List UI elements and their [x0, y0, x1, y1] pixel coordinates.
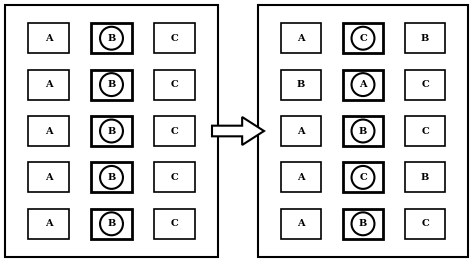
Text: A: A — [297, 34, 305, 43]
Bar — [343, 69, 383, 100]
Bar — [343, 209, 383, 239]
Text: A: A — [359, 80, 367, 89]
Bar — [91, 23, 132, 53]
Text: B: B — [359, 219, 367, 228]
Text: A: A — [44, 127, 53, 135]
Circle shape — [100, 120, 123, 143]
Bar — [281, 162, 321, 193]
Text: A: A — [297, 219, 305, 228]
Text: B: B — [297, 80, 305, 89]
Bar — [28, 69, 69, 100]
Circle shape — [100, 166, 123, 189]
Text: B: B — [107, 34, 115, 43]
Text: B: B — [107, 80, 115, 89]
Text: C: C — [171, 173, 178, 182]
Bar — [154, 23, 195, 53]
Text: C: C — [421, 127, 429, 135]
Bar — [343, 162, 383, 193]
Text: C: C — [359, 173, 367, 182]
Text: B: B — [107, 127, 115, 135]
Bar — [281, 69, 321, 100]
Bar — [258, 5, 468, 257]
Bar — [28, 23, 69, 53]
Circle shape — [351, 166, 375, 189]
Text: C: C — [171, 127, 178, 135]
Text: B: B — [107, 219, 115, 228]
Text: A: A — [44, 80, 53, 89]
Text: B: B — [107, 173, 115, 182]
Bar — [5, 5, 218, 257]
Bar — [91, 162, 132, 193]
Circle shape — [100, 27, 123, 50]
Text: A: A — [44, 34, 53, 43]
Text: C: C — [421, 219, 429, 228]
Circle shape — [351, 212, 375, 235]
Text: B: B — [421, 34, 429, 43]
Bar — [28, 162, 69, 193]
Bar — [405, 69, 445, 100]
Text: A: A — [44, 173, 53, 182]
Bar — [405, 116, 445, 146]
Bar — [405, 209, 445, 239]
Circle shape — [351, 27, 375, 50]
Bar — [281, 116, 321, 146]
Circle shape — [351, 73, 375, 96]
Bar — [28, 116, 69, 146]
Bar — [154, 116, 195, 146]
Circle shape — [351, 120, 375, 143]
Circle shape — [100, 212, 123, 235]
Text: A: A — [297, 127, 305, 135]
Bar — [343, 116, 383, 146]
Circle shape — [100, 73, 123, 96]
Bar — [281, 23, 321, 53]
Text: C: C — [171, 80, 178, 89]
Bar — [91, 116, 132, 146]
Polygon shape — [212, 117, 264, 145]
Bar — [154, 162, 195, 193]
Bar — [281, 209, 321, 239]
Text: C: C — [171, 34, 178, 43]
Bar — [343, 23, 383, 53]
Bar — [28, 209, 69, 239]
Text: A: A — [44, 219, 53, 228]
Bar — [405, 162, 445, 193]
Text: B: B — [359, 127, 367, 135]
Bar — [91, 209, 132, 239]
Bar — [154, 209, 195, 239]
Bar — [405, 23, 445, 53]
Text: A: A — [297, 173, 305, 182]
Text: C: C — [171, 219, 178, 228]
Text: B: B — [421, 173, 429, 182]
Bar — [154, 69, 195, 100]
Text: C: C — [359, 34, 367, 43]
Text: C: C — [421, 80, 429, 89]
Bar — [91, 69, 132, 100]
